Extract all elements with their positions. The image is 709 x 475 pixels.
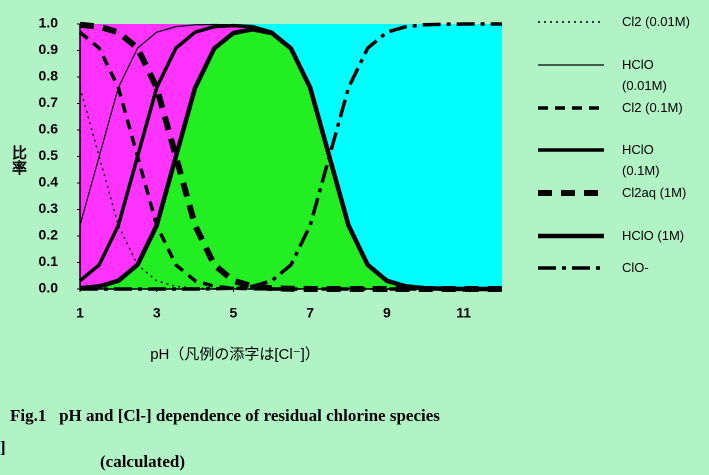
x-axis-label: pH（凡例の添字は[Cl⁻]） <box>150 346 320 363</box>
legend-label: HClO (1M) <box>622 228 685 243</box>
caption: Fig.1 pH and [Cl-] dependence of residua… <box>10 406 440 425</box>
y-tick-label: 0.4 <box>39 174 59 190</box>
legend-label: Cl2 (0.1M) <box>622 100 683 115</box>
x-tick-label: 7 <box>306 305 314 321</box>
legend-label: HClO (0.1M) <box>622 142 660 178</box>
legend-label: Cl2 (0.01M) <box>622 14 690 29</box>
area <box>80 24 502 289</box>
y-tick-label: 0.1 <box>39 253 59 269</box>
fragment: ] <box>0 438 6 457</box>
y-tick-label: 0.2 <box>39 227 59 243</box>
x-tick-label: 3 <box>153 305 161 321</box>
area <box>80 29 502 290</box>
x-tick-label: 9 <box>383 305 391 321</box>
legend-label: Cl2aq (1M) <box>622 185 687 200</box>
y-tick-label: 0.8 <box>39 68 59 84</box>
series-line <box>80 22 502 291</box>
y-tick-label: 0.3 <box>39 200 59 216</box>
y-axis-label: 比率 <box>10 144 27 176</box>
y-tick-label: 1.0 <box>39 15 59 31</box>
x-tick-label: 5 <box>230 305 238 321</box>
caption: (calculated) <box>100 452 185 471</box>
x-tick-label: 1 <box>76 305 84 321</box>
y-tick-label: 0.7 <box>39 94 59 110</box>
legend-label: ClO- <box>622 260 649 275</box>
y-tick-label: 0.6 <box>39 121 59 137</box>
y-tick-label: 0.0 <box>39 280 59 296</box>
y-tick-label: 0.5 <box>39 147 59 163</box>
legend-label: HClO (0.01M) <box>622 57 667 93</box>
y-tick-label: 0.9 <box>39 41 59 57</box>
x-tick-label: 11 <box>456 305 471 321</box>
series-line <box>79 27 502 292</box>
